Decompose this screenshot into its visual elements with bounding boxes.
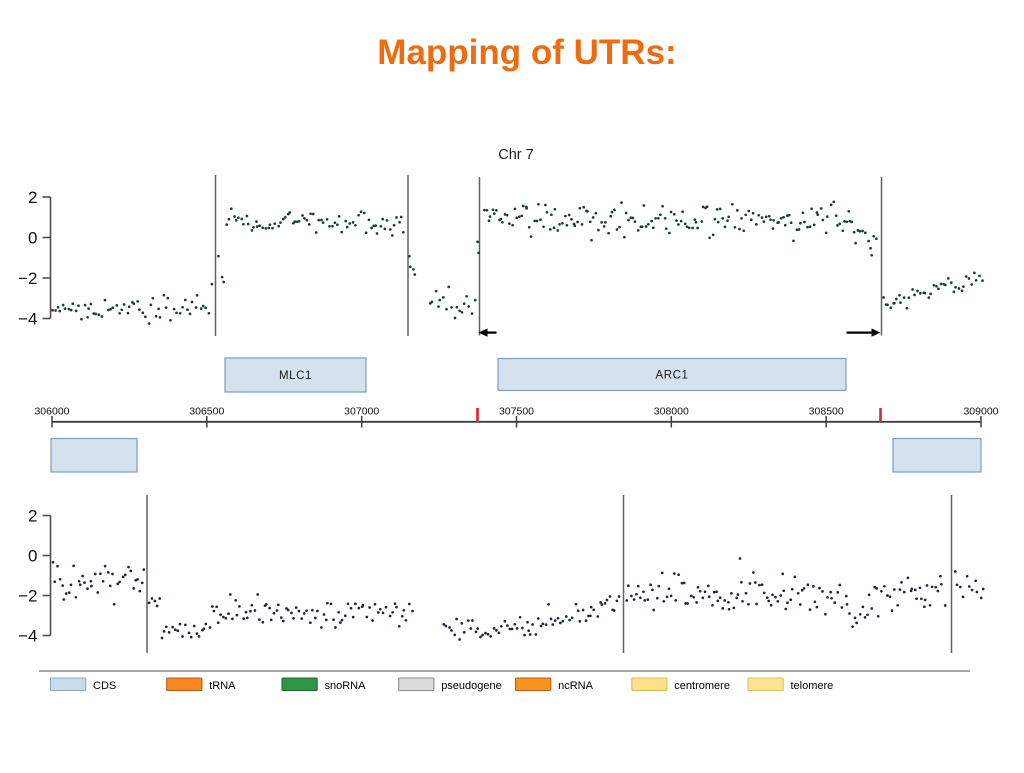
svg-text:2: 2: [28, 507, 37, 526]
svg-text:308500: 308500: [809, 406, 844, 418]
svg-text:Mapping of UTRs:: Mapping of UTRs:: [377, 33, 676, 72]
svg-text:2: 2: [28, 188, 37, 207]
svg-text:308000: 308000: [654, 406, 689, 418]
svg-text:0: 0: [28, 547, 37, 566]
svg-text:307000: 307000: [344, 406, 379, 418]
svg-text:306000: 306000: [34, 406, 69, 418]
svg-text:snoRNA: snoRNA: [325, 680, 367, 692]
svg-text:307500: 307500: [499, 406, 534, 418]
svg-text:309000: 309000: [963, 406, 998, 418]
svg-text:telomere: telomere: [791, 680, 834, 692]
svg-text:ARC1: ARC1: [655, 370, 688, 382]
svg-text:−2: −2: [18, 587, 37, 606]
svg-text:CDS: CDS: [93, 680, 116, 692]
svg-text:Chr 7: Chr 7: [498, 147, 533, 163]
svg-text:306500: 306500: [189, 406, 224, 418]
svg-text:−4: −4: [18, 627, 37, 646]
svg-text:ncRNA: ncRNA: [558, 680, 594, 692]
svg-text:−4: −4: [18, 310, 37, 329]
svg-text:0: 0: [28, 229, 37, 248]
svg-text:pseudogene: pseudogene: [441, 680, 502, 692]
svg-text:−2: −2: [18, 269, 37, 288]
svg-text:centromere: centromere: [674, 680, 730, 692]
svg-text:tRNA: tRNA: [209, 680, 236, 692]
svg-text:MLC1: MLC1: [279, 370, 312, 382]
